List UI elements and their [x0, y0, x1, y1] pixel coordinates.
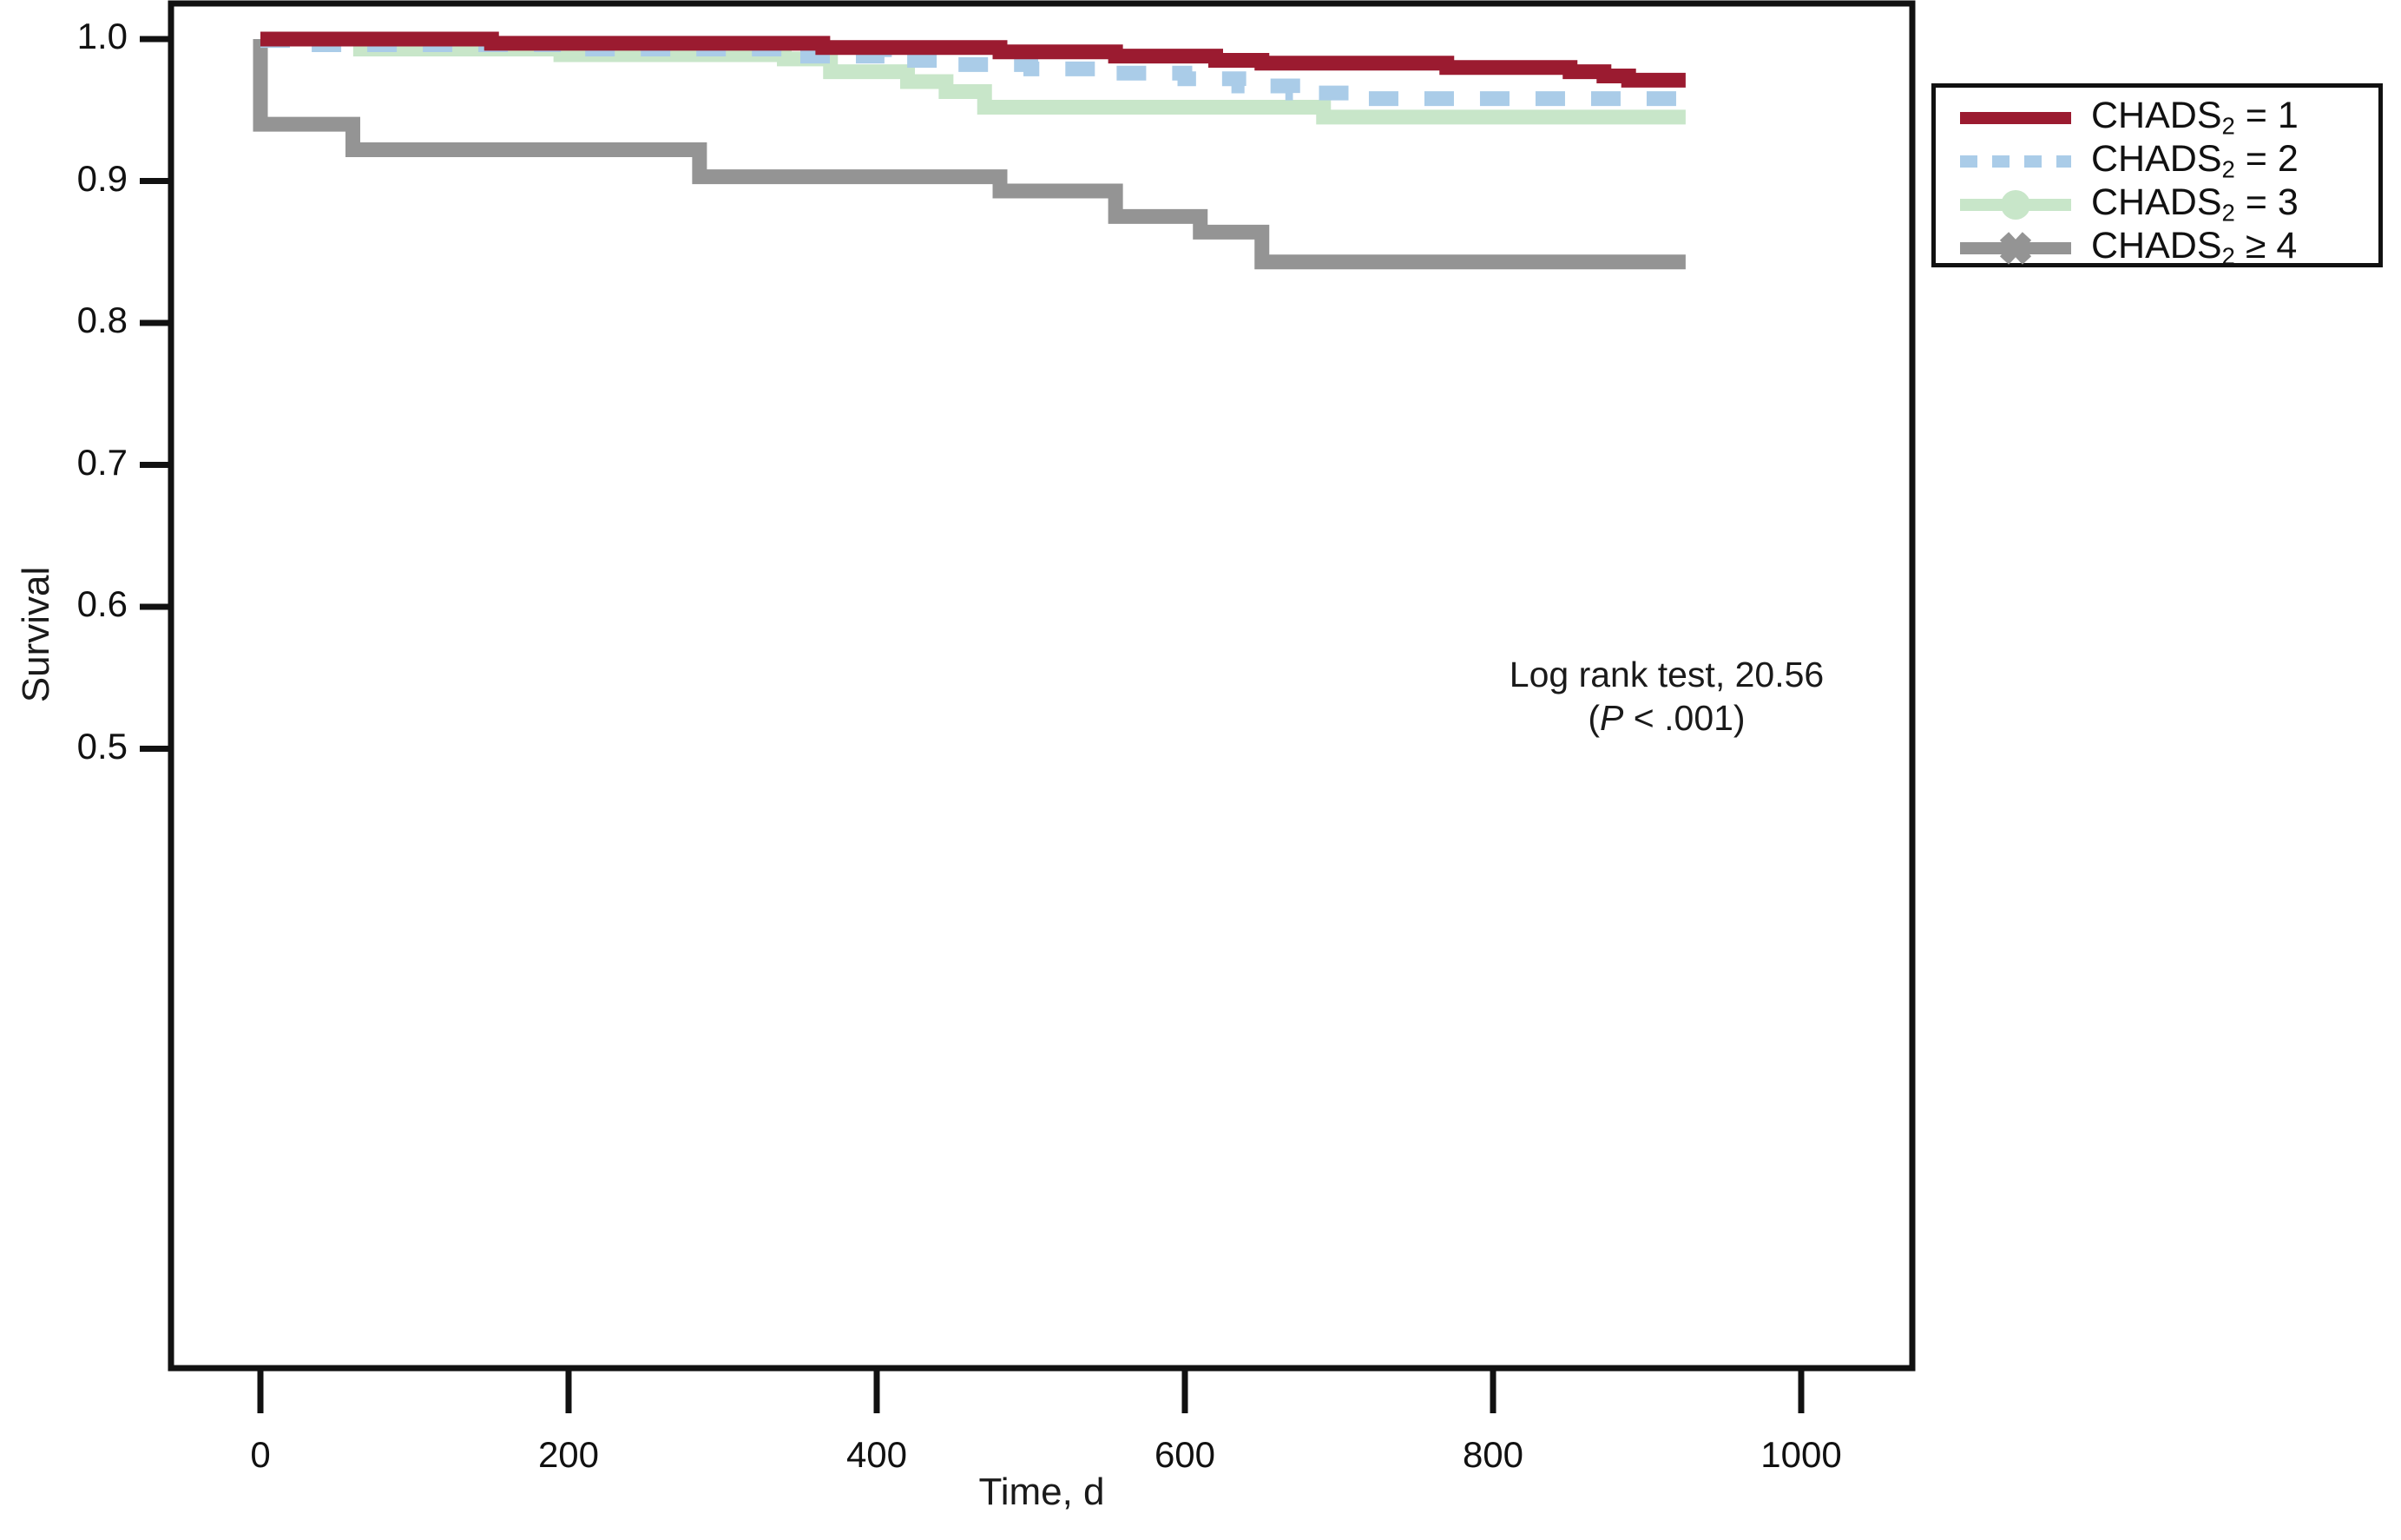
legend-label: CHADS2 = 3 [2091, 181, 2299, 227]
legend-label-subscript: 2 [2221, 199, 2235, 227]
survival-curve [253, 39, 1686, 270]
survival-curve [260, 31, 1686, 88]
annotation-p-value: < .001) [1623, 698, 1746, 739]
y-axis-title: Survival [15, 566, 57, 703]
annotation-paren-open: ( [1588, 698, 1601, 739]
x-tick-label: 200 [537, 1434, 600, 1475]
y-tick-label: 0.8 [76, 299, 128, 340]
legend-label-tail: ≥ 4 [2234, 225, 2298, 267]
legend-label-tail: = 1 [2234, 95, 2299, 137]
legend-label-subscript: 2 [2221, 112, 2235, 140]
y-tick-label: 0.7 [76, 441, 128, 483]
legend-label-tail: = 3 [2234, 181, 2299, 224]
legend-swatch [1955, 141, 2076, 181]
legend-label-base: CHADS [2091, 95, 2222, 137]
legend-label-tail: = 2 [2234, 138, 2299, 181]
x-tick-label: 0 [250, 1434, 271, 1475]
legend-item[interactable]: CHADS2 = 3 [1936, 181, 2378, 227]
legend-label-base: CHADS [2091, 138, 2222, 181]
x-tick-label: 400 [845, 1434, 908, 1475]
legend-swatch [1955, 185, 2076, 225]
axis-frame [168, 0, 1916, 1372]
x-tick-label: 1000 [1760, 1434, 1842, 1475]
annotation-line-1: Log rank test, 20.56 [1509, 655, 1825, 694]
legend-label: CHADS2 ≥ 4 [2091, 225, 2297, 271]
legend-label: CHADS2 = 2 [2091, 138, 2299, 184]
legend-item[interactable]: CHADS2 ≥ 4 [1936, 225, 2378, 271]
x-tick-label: 600 [1154, 1434, 1216, 1475]
legend-item[interactable]: CHADS2 = 1 [1936, 95, 2378, 141]
axis-ticks [140, 36, 1805, 1413]
annotation-p-symbol: P [1600, 698, 1624, 739]
legend-box: CHADS2 = 1 CHADS2 = 2 CHADS2 = 3 CHADS2 ≥ 4 [1931, 83, 2383, 270]
circle-marker-icon [2001, 189, 2030, 220]
legend-swatch [1955, 228, 2076, 268]
y-tick-label: 1.0 [76, 16, 128, 56]
log-rank-annotation: Log rank test, 20.56 (P < .001) [1432, 653, 1901, 740]
y-tick-label: 0.5 [76, 725, 128, 767]
y-tick-label: 0.6 [76, 583, 128, 624]
legend-label-subscript: 2 [2221, 155, 2235, 183]
y-tick-label: 0.9 [76, 157, 128, 199]
x-axis-title: Time, d [978, 1471, 1105, 1513]
legend-swatch [1955, 98, 2076, 138]
annotation-line-2: (P < .001) [1432, 696, 1901, 740]
x-marker-icon [1999, 231, 2032, 265]
survival-curves [253, 31, 1686, 270]
legend-item[interactable]: CHADS2 = 2 [1936, 138, 2378, 184]
x-tick-label: 800 [1462, 1434, 1524, 1475]
legend-label-base: CHADS [2091, 181, 2222, 224]
legend-label: CHADS2 = 1 [2091, 95, 2299, 141]
legend-label-base: CHADS [2091, 225, 2222, 267]
legend-label-subscript: 2 [2221, 242, 2235, 270]
